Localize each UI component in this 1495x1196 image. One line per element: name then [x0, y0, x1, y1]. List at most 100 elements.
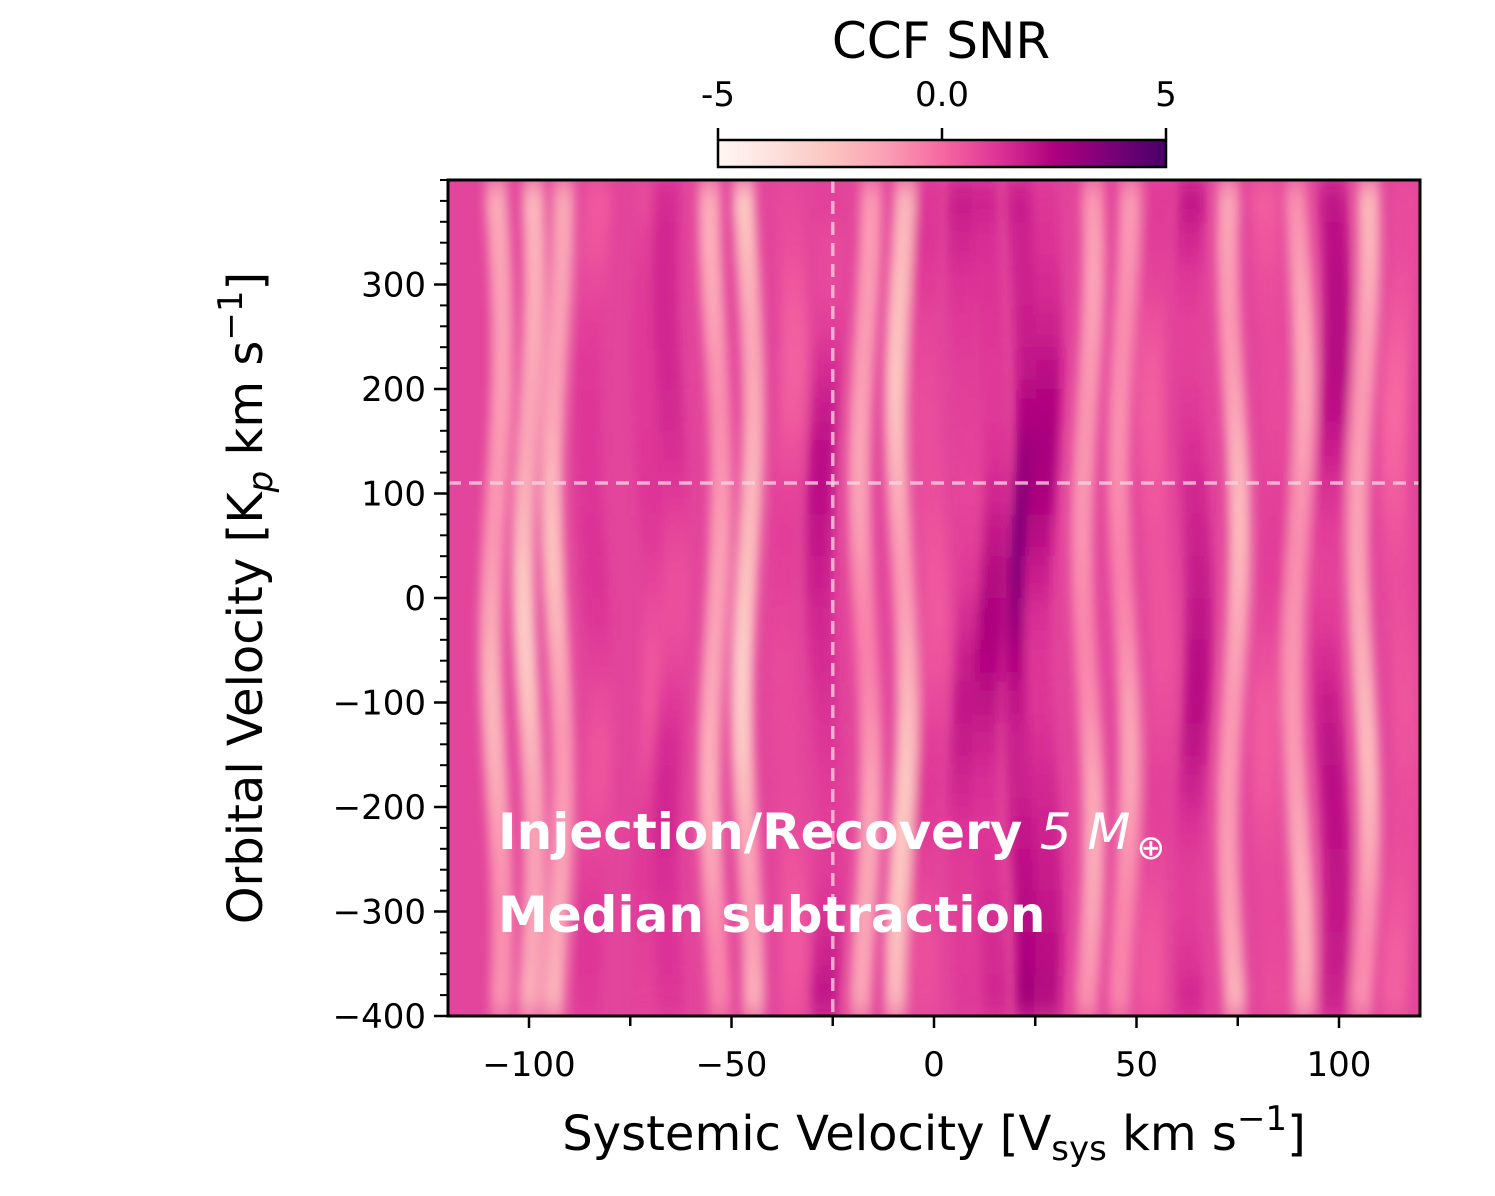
heatmap-cell — [735, 807, 758, 851]
heatmap-cell — [582, 807, 609, 851]
heatmap-cell — [983, 430, 1010, 475]
heatmap-cell — [971, 765, 998, 809]
heatmap-cell — [540, 472, 563, 517]
heatmap-cell — [1014, 305, 1041, 350]
heatmap-cell — [816, 305, 843, 350]
heatmap-cell — [1036, 890, 1063, 935]
heatmap-cell — [1119, 723, 1142, 768]
heatmap-cell — [1141, 263, 1168, 308]
heatmap-cell — [808, 430, 835, 475]
heatmap-cell — [913, 974, 940, 1016]
heatmap-cell — [1223, 974, 1246, 1016]
heatmap-cell — [574, 389, 601, 433]
heatmap-cell — [1107, 430, 1130, 475]
heatmap-cell — [1031, 180, 1058, 224]
heatmap-cell — [542, 389, 565, 433]
heatmap-cell — [814, 932, 841, 977]
heatmap-cell — [779, 974, 806, 1016]
heatmap-cell — [657, 389, 684, 433]
heatmap-cell — [775, 180, 802, 224]
heatmap-cell — [947, 221, 974, 266]
heatmap-cell — [1322, 221, 1349, 266]
heatmap-cell — [1357, 765, 1380, 809]
heatmap-cell — [1033, 974, 1060, 1016]
heatmap-cell — [1176, 221, 1203, 266]
heatmap-cell — [1358, 221, 1381, 266]
heatmap-cell — [1252, 681, 1279, 726]
colorbar: CCF SNR -5 0.0 5 — [701, 12, 1177, 169]
heatmap-cell — [1070, 514, 1093, 559]
heatmap-cell — [1082, 807, 1105, 851]
heatmap-cell — [1385, 556, 1412, 600]
heatmap-cell — [1287, 807, 1310, 851]
heatmap-cell — [1006, 180, 1033, 224]
heatmap-cell — [518, 389, 541, 433]
heatmap-cell — [975, 263, 1002, 308]
heatmap-cell — [547, 890, 570, 935]
heatmap-cell — [575, 430, 602, 475]
heatmap-cell — [742, 347, 765, 391]
heatmap-cell — [1185, 639, 1212, 684]
heatmap-cell — [781, 305, 808, 350]
heatmap-cell — [1357, 263, 1380, 308]
heatmap-cell — [491, 890, 514, 935]
heatmap-cell — [523, 263, 546, 308]
heatmap-cell — [550, 681, 573, 726]
heatmap-cell — [1263, 430, 1290, 475]
heatmap-cell — [896, 639, 919, 684]
heatmap-cell — [652, 890, 679, 935]
heatmap-cell — [574, 974, 601, 1016]
colorbar-title: CCF SNR — [832, 12, 1050, 70]
heatmap-cell — [1293, 974, 1316, 1016]
heatmap-cell — [1179, 430, 1206, 475]
y-tick-label: 300 — [361, 266, 426, 306]
heatmap-cell — [1262, 389, 1289, 433]
heatmap-cell — [655, 723, 682, 768]
heatmap-cell — [1034, 807, 1061, 851]
heatmap-cell — [1348, 598, 1371, 642]
heatmap-cell — [1313, 514, 1340, 559]
heatmap-cell — [1253, 639, 1280, 684]
heatmap-cell — [654, 347, 681, 391]
heatmap-cell — [1108, 974, 1131, 1016]
heatmap-cell — [1118, 681, 1141, 726]
heatmap-cell — [1178, 180, 1205, 224]
heatmap-cell — [816, 765, 843, 809]
heatmap-cell — [949, 890, 976, 935]
heatmap-cell — [635, 430, 662, 475]
heatmap-cell — [732, 765, 755, 809]
heatmap-cell — [662, 472, 689, 517]
heatmap-cell — [731, 723, 754, 768]
heatmap-cell — [586, 723, 613, 768]
heatmap-cell — [1217, 180, 1240, 224]
heatmap-cell — [699, 807, 722, 851]
heatmap-cell — [1218, 305, 1241, 350]
heatmap-cell — [1284, 765, 1307, 809]
heatmap-cell — [816, 890, 843, 935]
heatmap-cell — [1117, 221, 1140, 266]
heatmap-cell — [1388, 848, 1415, 893]
heatmap-cell — [1080, 890, 1103, 935]
heatmap-cell — [490, 263, 513, 308]
x-tick-label: 100 — [1307, 1045, 1372, 1085]
heatmap-cell — [485, 472, 508, 517]
heatmap-cell — [1221, 932, 1244, 977]
heatmap-cell — [1282, 723, 1305, 768]
heatmap-cell — [948, 180, 975, 224]
heatmap-cell — [859, 723, 882, 768]
colorbar-fill — [716, 138, 1168, 169]
heatmap-cell — [1012, 848, 1039, 893]
heatmap-cell — [1176, 389, 1203, 433]
heatmap-cell — [892, 556, 915, 600]
heatmap-cell — [544, 347, 567, 391]
heatmap-cell — [887, 472, 910, 517]
heatmap-cell — [1223, 389, 1246, 433]
heatmap-cell — [982, 514, 1009, 559]
heatmap-cell — [1031, 430, 1058, 475]
heatmap-cell — [972, 221, 999, 266]
heatmap-cell — [1174, 890, 1201, 935]
heatmap-area — [446, 178, 1422, 1018]
annotation-median-subtraction: Median subtraction — [498, 886, 1045, 944]
annotation-injection-recovery: Injection/Recovery 5 M ⊕ — [498, 803, 1165, 868]
